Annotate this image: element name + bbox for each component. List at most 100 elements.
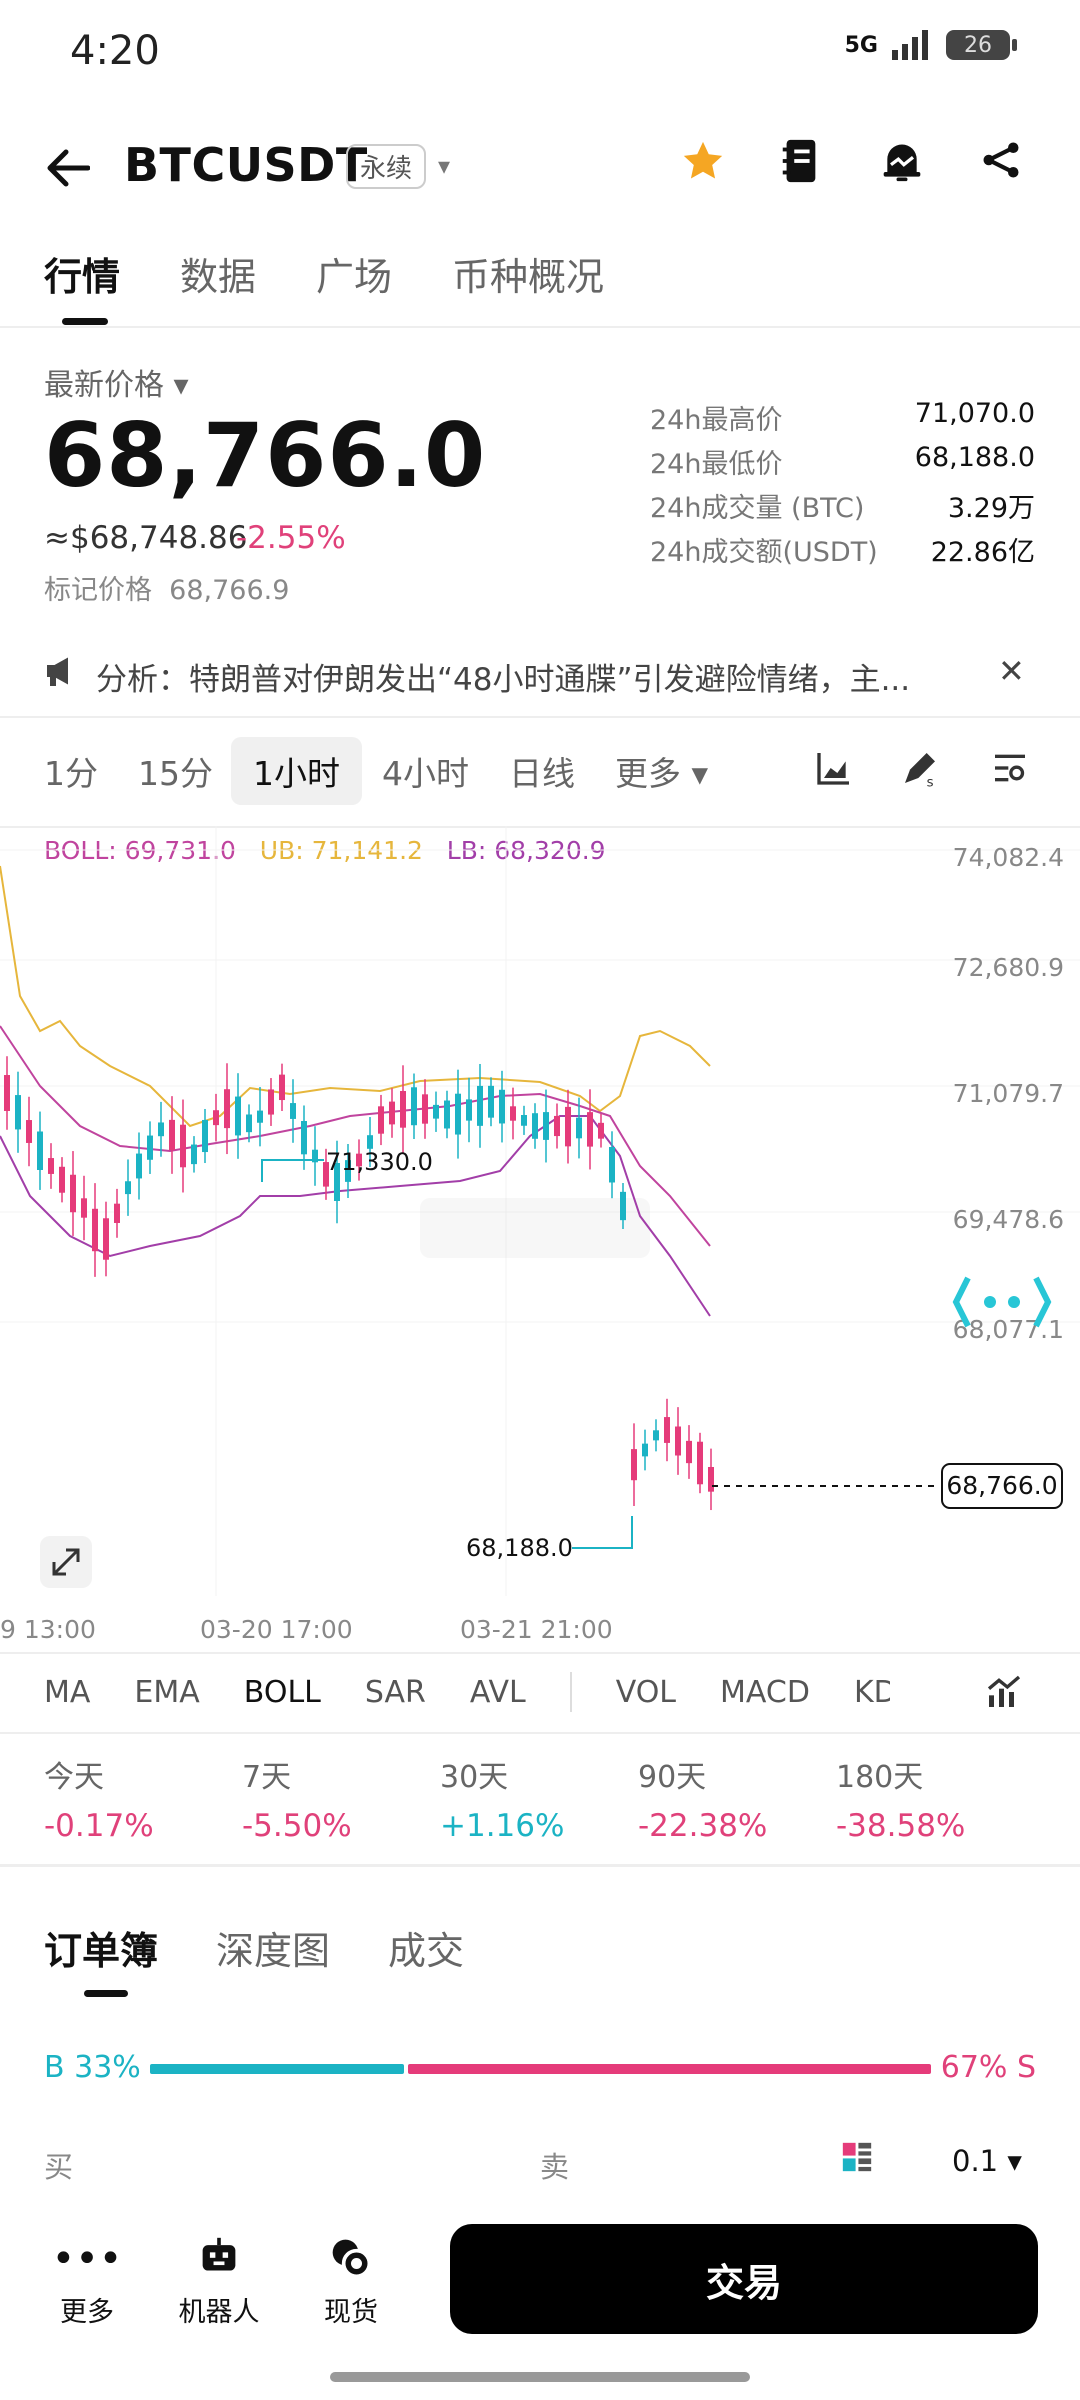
- indicator-ma[interactable]: MA: [44, 1674, 91, 1710]
- star-icon: [683, 141, 723, 179]
- news-banner[interactable]: [44, 654, 80, 688]
- mark-price: 标记价格 68,766.9: [44, 568, 289, 607]
- back-button[interactable]: [46, 142, 91, 200]
- stat-label: 24h最低价: [650, 449, 783, 480]
- candle: [312, 1149, 318, 1163]
- candle: [455, 1093, 461, 1135]
- close-icon: ✕: [998, 652, 1025, 690]
- stat-label: 24h成交额(USDT): [650, 537, 878, 568]
- interval-more[interactable]: 更多 ▾: [615, 754, 709, 793]
- interval-4h[interactable]: 4小时: [382, 754, 469, 793]
- battery-icon: 26: [946, 30, 1017, 60]
- nav-more[interactable]: ••• 更多: [32, 2236, 142, 2329]
- precision-select[interactable]: 0.1 ▾: [952, 2144, 1022, 2178]
- symbol-title[interactable]: BTCUSDT: [124, 138, 368, 192]
- candle: [290, 1103, 296, 1119]
- close-news-button[interactable]: ✕: [998, 652, 1025, 690]
- indicator-divider: [569, 1672, 572, 1712]
- candle: [477, 1085, 483, 1126]
- megaphone-icon: [47, 657, 68, 686]
- indicator-tabs: MA EMA BOLL SAR AVL VOL MACD KD: [44, 1672, 890, 1712]
- indicator-boll[interactable]: BOLL: [243, 1674, 321, 1710]
- indicator-macd[interactable]: MACD: [720, 1674, 810, 1710]
- candle: [323, 1162, 329, 1187]
- indicator-settings-button[interactable]: [984, 1672, 1024, 1716]
- nav-spot-label: 现货: [324, 2297, 378, 2328]
- candle: [400, 1090, 406, 1128]
- latest-price-label[interactable]: 最新价格 ▾: [44, 368, 189, 403]
- news-text[interactable]: 分析：特朗普对伊朗发出“48小时通牒”引发避险情绪，主...: [96, 662, 911, 698]
- stat-row: 24h成交额(USDT) 22.86亿: [650, 530, 1035, 574]
- stat-value: 68,188.0: [914, 442, 1035, 473]
- tab-orderbook[interactable]: 订单簿: [44, 1929, 159, 1973]
- interval-15m[interactable]: 15分: [138, 754, 213, 793]
- robot-icon: [164, 2236, 274, 2290]
- price-change: -2.55%: [236, 520, 346, 556]
- divider: [0, 1864, 1080, 1867]
- candle: [125, 1181, 131, 1195]
- drawing-tool-button[interactable]: s: [900, 748, 940, 792]
- candlestick-chart[interactable]: 74,082.4 72,680.9 71,079.7 69,478.6 68,077.1…: [0, 826, 1080, 1646]
- trade-button[interactable]: 交易: [450, 2224, 1038, 2334]
- indicator-kd[interactable]: KD: [853, 1674, 890, 1710]
- candle: [642, 1443, 648, 1457]
- stat-row: 24h最低价 68,188.0: [650, 442, 1035, 486]
- nav-bot[interactable]: 机器人: [164, 2236, 274, 2329]
- candle: [235, 1096, 241, 1136]
- layout-toggle-button[interactable]: [840, 2140, 874, 2178]
- chart-settings-button[interactable]: [990, 748, 1030, 792]
- tab-market[interactable]: 行情: [44, 255, 121, 299]
- tab-trades[interactable]: 成交: [388, 1929, 465, 1973]
- favorite-button[interactable]: [680, 138, 726, 195]
- candle: [180, 1124, 186, 1168]
- chart-scroll-icon[interactable]: [952, 1276, 1052, 1328]
- notes-button[interactable]: [780, 138, 820, 195]
- share-button[interactable]: [980, 138, 1022, 193]
- symbol-dropdown[interactable]: ▾: [438, 152, 451, 180]
- indicator-ema[interactable]: EMA: [134, 1674, 200, 1710]
- nav-spot[interactable]: 现货: [296, 2236, 406, 2329]
- perf-today: 今天 -0.17%: [44, 1752, 242, 1844]
- nav-more-label: 更多: [60, 2297, 114, 2328]
- indicator-sar[interactable]: SAR: [364, 1674, 426, 1710]
- y-tick-label: 68,077.1: [953, 1315, 1064, 1344]
- pen-icon: s: [905, 753, 935, 790]
- indicator-avl[interactable]: AVL: [469, 1674, 526, 1710]
- watermark-logo: [420, 1198, 650, 1258]
- candle: [532, 1113, 538, 1139]
- candle: [708, 1466, 714, 1492]
- tab-square[interactable]: 广场: [316, 255, 393, 299]
- interval-1h[interactable]: 1小时: [231, 737, 362, 805]
- perf-label: 30天: [440, 1760, 509, 1795]
- signal-icon: [892, 30, 928, 60]
- candle: [653, 1430, 659, 1441]
- tab-depth-chart[interactable]: 深度图: [216, 1929, 331, 1973]
- alert-button[interactable]: [880, 138, 924, 195]
- perf-value: -22.38%: [638, 1808, 768, 1844]
- tab-data[interactable]: 数据: [180, 255, 257, 299]
- settings-sliders-icon: [995, 754, 1025, 782]
- candle: [664, 1417, 670, 1443]
- arrow-left-icon: [47, 149, 91, 187]
- tab-coin-overview[interactable]: 币种概况: [452, 255, 605, 299]
- home-indicator: [330, 2372, 750, 2382]
- interval-1d[interactable]: 日线: [509, 754, 575, 793]
- candle: [356, 1153, 362, 1167]
- interval-1m[interactable]: 1分: [44, 754, 98, 793]
- fullscreen-button[interactable]: [40, 1536, 92, 1588]
- stat-value: 3.29万: [947, 493, 1035, 524]
- indicator-vol[interactable]: VOL: [615, 1674, 677, 1710]
- chart-type-button[interactable]: [814, 748, 854, 792]
- svg-text:s: s: [927, 775, 934, 788]
- x-tick-label: 03-21 21:00: [460, 1615, 613, 1644]
- high-annotation: 71,330.0: [326, 1148, 433, 1176]
- sell-percentage: 67% S: [940, 2050, 1036, 2085]
- current-price-label: 68,766.0: [946, 1471, 1057, 1500]
- candle: [609, 1147, 615, 1183]
- layout-grid-icon: [842, 2142, 872, 2172]
- candle: [191, 1144, 197, 1165]
- tab-underline: [62, 318, 108, 325]
- candle: [488, 1085, 494, 1118]
- candle: [444, 1100, 450, 1129]
- stats-panel: 24h最高价 71,070.0 24h最低价 68,188.0 24h成交量 (BT…: [650, 398, 1035, 574]
